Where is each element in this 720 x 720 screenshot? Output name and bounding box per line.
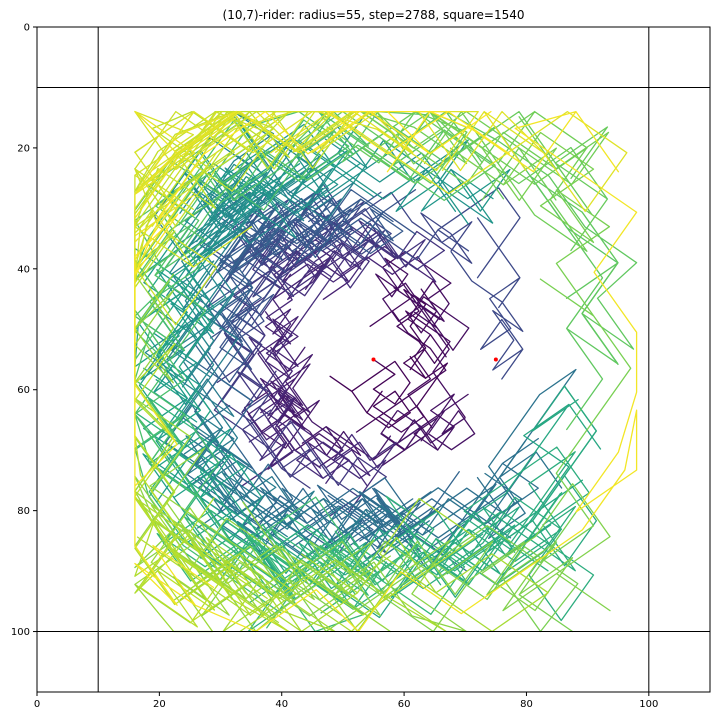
y-tick-label: 0 bbox=[24, 23, 30, 34]
x-tick-label: 20 bbox=[153, 699, 166, 710]
path-segment bbox=[134, 110, 638, 633]
path-segment bbox=[375, 110, 632, 633]
path-segment bbox=[340, 437, 539, 571]
path-segment bbox=[360, 110, 610, 252]
x-tick-label: 100 bbox=[639, 699, 658, 710]
path-segment bbox=[186, 439, 432, 553]
path-segment bbox=[144, 180, 296, 382]
path-segment bbox=[134, 397, 358, 633]
path-segment bbox=[239, 188, 404, 264]
path-segment bbox=[311, 368, 577, 547]
x-tick-label: 0 bbox=[34, 699, 40, 710]
path-segment bbox=[257, 238, 350, 428]
red-point bbox=[371, 357, 376, 362]
path-segment bbox=[134, 273, 391, 633]
path-segment bbox=[169, 516, 379, 633]
red-point bbox=[493, 357, 498, 362]
path-segment bbox=[134, 110, 291, 633]
x-tick-label: 80 bbox=[520, 699, 533, 710]
path-segment bbox=[134, 110, 370, 498]
path-segment bbox=[134, 110, 360, 344]
path-segment bbox=[355, 288, 451, 433]
path-segment bbox=[221, 236, 359, 517]
path-segment bbox=[233, 219, 446, 316]
x-tick-label: 60 bbox=[398, 699, 411, 710]
axes-frame bbox=[36, 26, 711, 693]
path-segment bbox=[290, 110, 609, 252]
path-segment bbox=[268, 215, 397, 304]
path-segment bbox=[375, 250, 470, 419]
y-tick-label: 60 bbox=[17, 385, 30, 396]
y-tick-label: 20 bbox=[17, 143, 30, 154]
path-segment bbox=[329, 288, 449, 429]
path-segment bbox=[291, 187, 524, 380]
rider-path bbox=[134, 110, 638, 633]
x-tick-label: 40 bbox=[275, 699, 288, 710]
reference-lines bbox=[37, 27, 710, 692]
path-segment bbox=[402, 446, 595, 622]
path-segment bbox=[134, 110, 510, 438]
marked-points bbox=[371, 357, 498, 362]
path-segment bbox=[243, 390, 422, 468]
y-tick-label: 80 bbox=[17, 506, 30, 517]
chart-title: (10,7)-rider: radius=55, step=2788, squa… bbox=[222, 8, 525, 22]
y-tick-label: 40 bbox=[17, 264, 30, 275]
y-tick-label: 100 bbox=[11, 627, 30, 638]
path-segment bbox=[134, 110, 357, 326]
path-segment bbox=[140, 137, 361, 423]
axes: 0 20 40 60 80 100 0 20 40 60 80 100 bbox=[11, 23, 711, 710]
